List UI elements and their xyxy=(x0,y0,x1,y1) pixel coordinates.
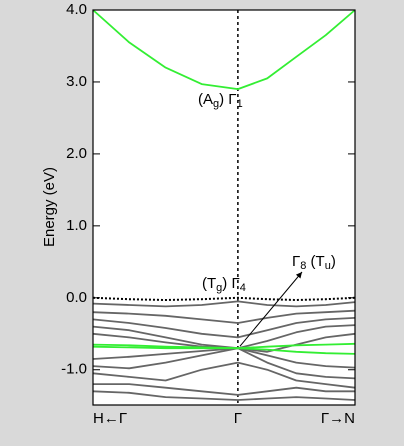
annotation-text: ) Γ xyxy=(219,91,236,108)
x-tick-label: Γ xyxy=(234,410,242,427)
plot-frame xyxy=(92,9,356,406)
y-tick-label: -1.0 xyxy=(61,361,87,378)
y-tick-label: 4.0 xyxy=(66,1,87,18)
annotation-text: Γ xyxy=(292,253,300,270)
annotation-subscript: g xyxy=(216,282,222,294)
band-line xyxy=(92,345,356,355)
band-line xyxy=(92,361,356,389)
annotation-text: (A xyxy=(198,91,213,108)
annotation-text: (T xyxy=(306,253,324,270)
band-line xyxy=(93,383,355,396)
band-line xyxy=(92,300,356,308)
y-axis-label: Energy (eV) xyxy=(41,167,58,247)
y-tick-label: 1.0 xyxy=(66,217,87,234)
annotation-text: (T xyxy=(202,275,216,292)
band-line xyxy=(92,309,356,324)
annotation-subscript: 4 xyxy=(240,282,246,294)
x-tick-label: H←Γ xyxy=(93,410,127,427)
x-tick-label: Γ→N xyxy=(321,410,355,427)
band-line xyxy=(92,9,356,90)
annotation: (Ag) Γ1 xyxy=(198,91,243,110)
annotation-subscript: 8 xyxy=(300,260,306,272)
annotation-text: ) Γ xyxy=(222,275,239,292)
annotation-subscript: 1 xyxy=(237,98,243,110)
annotation: (Tg) Γ4 xyxy=(202,275,246,294)
band-line xyxy=(92,317,356,339)
annotation-subscript: u xyxy=(325,260,331,272)
arrow xyxy=(239,271,303,347)
y-tick-label: 2.0 xyxy=(66,145,87,162)
annotation-text: ) xyxy=(331,253,336,270)
band-line xyxy=(92,296,356,301)
band-line xyxy=(92,390,356,401)
annotation: Γ8 (Tu) xyxy=(292,253,336,272)
y-tick-label: 0.0 xyxy=(66,289,87,306)
annotation-subscript: g xyxy=(213,98,219,110)
y-tick-label: 3.0 xyxy=(66,73,87,90)
